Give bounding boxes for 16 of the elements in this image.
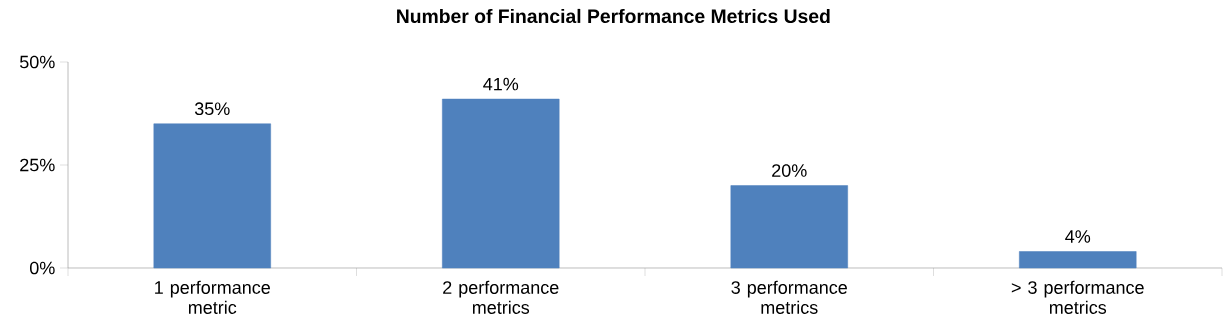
data-label: 20%	[772, 164, 807, 177]
bar	[730, 185, 848, 269]
data-label: 41%	[483, 77, 519, 91]
data-label: 35%	[194, 102, 230, 116]
y-tick-label: 25%	[20, 158, 55, 172]
chart-title: Number of Financial Performance Metrics Used	[397, 8, 830, 24]
y-tick-label: 50%	[19, 55, 55, 69]
x-tick-label: 2 performance metrics	[443, 280, 559, 314]
bar	[153, 123, 271, 269]
x-tick-label: 1 performance metric	[155, 280, 270, 314]
y-tick-label: 0%	[29, 261, 55, 275]
x-tick-label: 3 performance metrics	[731, 280, 847, 314]
data-label: 4%	[1065, 230, 1091, 243]
x-tick-label: > 3 performance metrics	[1011, 280, 1144, 314]
bar	[1019, 251, 1137, 269]
bar	[442, 98, 560, 269]
